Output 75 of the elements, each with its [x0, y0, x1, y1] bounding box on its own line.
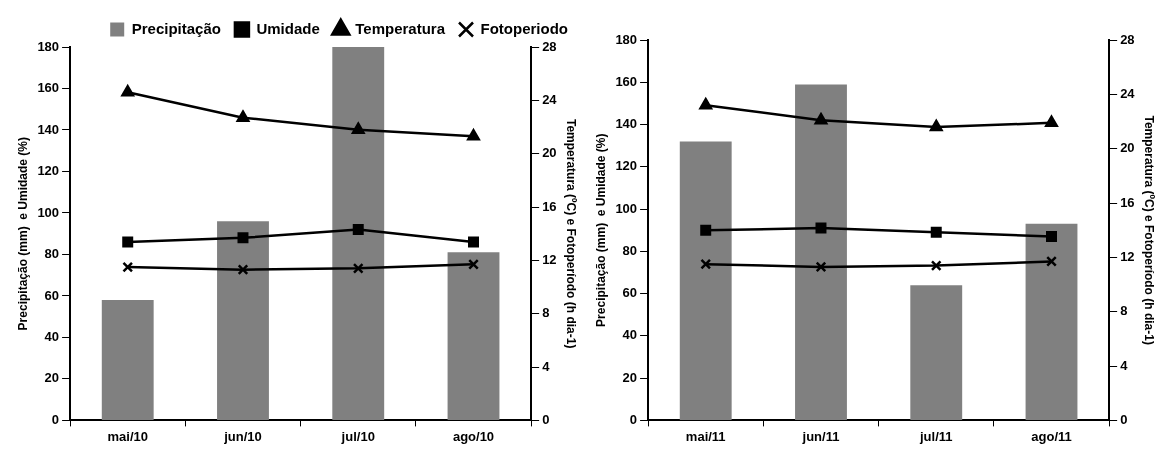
y2-tick-label: 0: [1120, 411, 1128, 427]
y-tick-label: 160: [37, 80, 60, 96]
point: [1045, 115, 1058, 128]
y-tick-label: 60: [622, 285, 638, 301]
y2-tick-label: 4: [1120, 357, 1129, 373]
point: [929, 119, 943, 132]
bar: [101, 300, 154, 420]
y2-tick-label: 12: [542, 251, 557, 267]
y-tick-label: 20: [44, 370, 60, 386]
y2-tick-label: 16: [542, 198, 557, 214]
y-tick-label: 120: [615, 158, 638, 174]
y-tick-label: 0: [629, 411, 638, 427]
point: [468, 258, 479, 270]
x-tick-label: ago/11: [1031, 428, 1072, 444]
y-tick-label: 0: [51, 411, 60, 427]
point: [352, 262, 364, 274]
bar: [795, 84, 847, 420]
y-tick-label: 20: [622, 369, 638, 385]
y2-tick-label: 0: [542, 411, 550, 427]
y-tick-label: 100: [37, 204, 60, 220]
y-tick-label: 100: [615, 200, 638, 216]
bar: [679, 141, 732, 420]
y2-tick-label: 12: [1120, 248, 1135, 264]
point: [121, 85, 135, 97]
y2-tick-label: 28: [1120, 31, 1135, 47]
point: [700, 258, 712, 270]
y-tick-label: 60: [44, 287, 60, 303]
x-tick-label: jun/10: [223, 428, 262, 444]
y-tick-label: 120: [37, 163, 60, 179]
point: [930, 260, 942, 272]
y-tick-label: 180: [615, 31, 638, 47]
bar: [910, 285, 963, 420]
y2-tick-label: 20: [1120, 140, 1135, 156]
bar: [332, 47, 385, 420]
x-tick-label: ago/10: [452, 428, 495, 444]
point: [814, 112, 828, 125]
y2-tick-label: 4: [542, 358, 551, 374]
y-tick-label: 80: [44, 246, 60, 262]
y-tick-label: 40: [622, 327, 638, 343]
y-tick-label: 180: [37, 38, 60, 54]
y-tick-label: 80: [622, 242, 638, 258]
y-tick-label: 140: [615, 116, 638, 132]
x-tick-label: mai/10: [107, 428, 148, 444]
point: [1046, 255, 1057, 267]
point: [236, 110, 250, 122]
y2-tick-label: 28: [542, 38, 557, 54]
y2-tick-label: 8: [542, 305, 550, 321]
y2-tick-label: 24: [542, 91, 558, 107]
x-tick-label: jul/10: [340, 428, 375, 444]
legend-label: Umidade: [256, 19, 320, 37]
point: [351, 122, 365, 134]
y2-tick-label: 24: [1120, 85, 1136, 101]
bar: [1025, 223, 1078, 420]
y2-axis-title: Temperatura (ºC) e Fotoperíodo (h dia-1): [564, 118, 579, 349]
y2-tick-label: 16: [1120, 194, 1135, 210]
point: [815, 261, 827, 273]
legend-label: Precipitação: [131, 19, 221, 37]
y-axis-title: Precipitação (mm) e Umidade (%): [15, 137, 30, 331]
legend-label: Fotoperiodo: [480, 19, 568, 37]
y2-tick-label: 20: [542, 145, 557, 161]
y2-tick-label: 8: [1120, 303, 1128, 319]
y-axis-title: Precipitação (mm) e Umidade (%): [593, 133, 608, 327]
legend-label: Temperatura: [355, 19, 446, 37]
point: [122, 261, 134, 273]
y-tick-label: 140: [37, 121, 60, 137]
x-tick-label: jun/11: [801, 428, 840, 444]
x-tick-label: mai/11: [685, 428, 726, 444]
point: [237, 264, 249, 276]
y-tick-label: 40: [44, 329, 60, 344]
y-tick-label: 160: [615, 73, 638, 89]
bar: [447, 252, 500, 420]
x-tick-label: jul/11: [918, 428, 953, 444]
point: [699, 97, 713, 110]
y2-axis-title: Temperatura (ºC) e Fotoperíodo (h dia-1): [1142, 115, 1157, 345]
bar: [217, 221, 269, 420]
